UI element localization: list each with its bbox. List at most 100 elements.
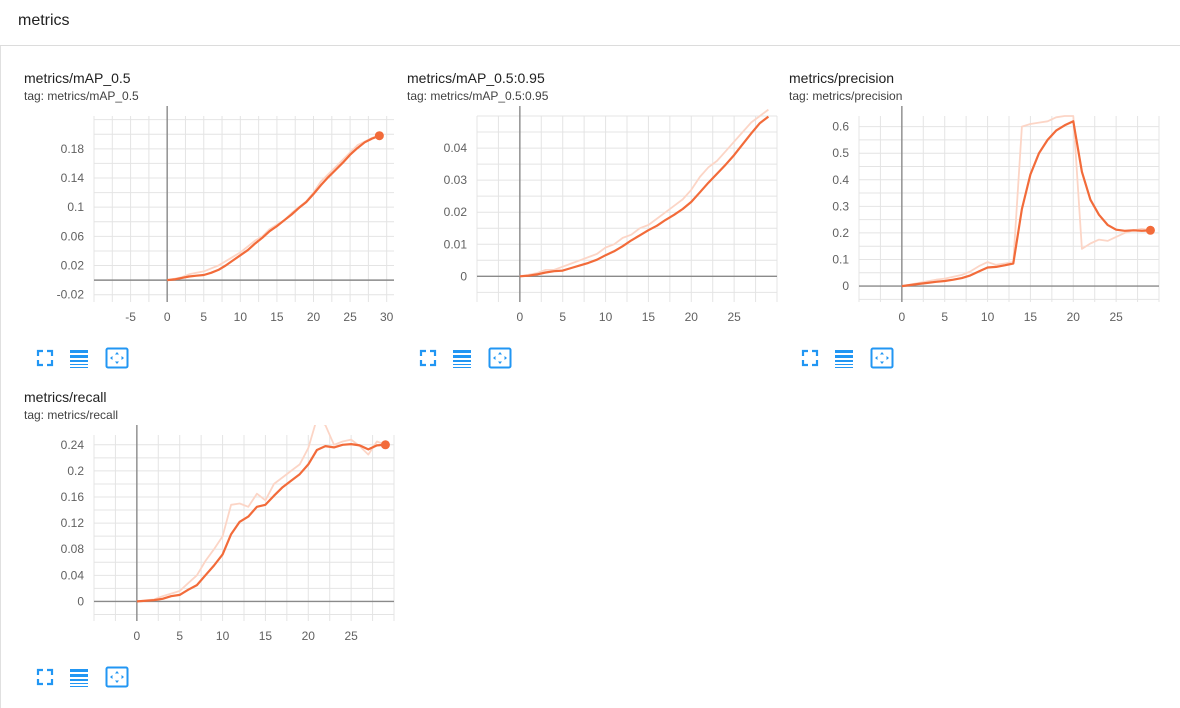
card-tag: tag: metrics/recall — [24, 408, 119, 422]
y-tick-label: 0.4 — [832, 173, 849, 187]
card-tag: tag: metrics/precision — [789, 89, 903, 103]
section-title: metrics — [18, 12, 70, 29]
smoothed-series-line — [519, 115, 770, 278]
x-tick-label: 20 — [1067, 310, 1081, 324]
smoothed-series-line — [167, 134, 380, 282]
chart-card-map-0-5: metrics/mAP_0.5 tag: metrics/mAP_0.5 -5 0… — [24, 70, 404, 380]
y-tick-label: 0.16 — [61, 490, 85, 504]
y-tick-label: 0 — [460, 269, 467, 283]
raw-series-line — [519, 108, 769, 278]
expand-icon — [419, 349, 437, 367]
log-scale-button[interactable] — [831, 346, 857, 370]
x-tick-label: 0 — [164, 310, 171, 324]
log-scale-icon — [835, 350, 853, 368]
y-tick-label: 0.1 — [67, 200, 84, 214]
line-chart[interactable]: 0 5 10 15 20 25 0 0.1 0.2 0.3 0.4 0.5 0.6 — [789, 106, 1161, 342]
y-tick-label: 0 — [842, 279, 849, 293]
raw-series-line — [136, 425, 386, 603]
last-point-marker — [1145, 225, 1155, 235]
fit-domain-icon — [105, 347, 129, 369]
smoothed-series-line — [901, 120, 1151, 288]
card-title: metrics/precision — [789, 70, 895, 86]
x-tick-label: 10 — [599, 310, 613, 324]
y-tick-label: 0.04 — [61, 568, 85, 582]
fit-domain-icon — [488, 347, 512, 369]
fit-domain-icon — [105, 666, 129, 688]
fit-domain-icon — [870, 347, 894, 369]
x-tick-label: 5 — [200, 310, 207, 324]
y-tick-label: -0.02 — [57, 288, 85, 302]
chart-card-map-0-5-0-95: metrics/mAP_0.5:0.95 tag: metrics/mAP_0.… — [407, 70, 787, 380]
x-tick-label: 10 — [234, 310, 248, 324]
card-title: metrics/mAP_0.5 — [24, 70, 131, 86]
last-point-marker — [374, 131, 384, 141]
card-title: metrics/mAP_0.5:0.95 — [407, 70, 545, 86]
section-body — [0, 46, 1180, 708]
y-tick-label: 0.02 — [444, 205, 468, 219]
log-scale-button[interactable] — [66, 665, 92, 689]
y-tick-label: 0.12 — [61, 516, 85, 530]
fit-domain-button[interactable] — [487, 346, 513, 370]
y-tick-label: 0.04 — [444, 141, 468, 155]
line-chart[interactable]: -5 0 5 10 15 20 25 30 -0.02 0.02 0.06 0.1 0.14 0.18 — [24, 106, 396, 342]
expand-button[interactable] — [32, 665, 58, 689]
y-tick-label: 0.14 — [61, 171, 85, 185]
x-tick-label: 15 — [259, 629, 273, 643]
x-tick-label: 0 — [899, 310, 906, 324]
x-tick-label: 0 — [134, 629, 141, 643]
x-tick-label: 15 — [642, 310, 656, 324]
x-tick-label: 25 — [1109, 310, 1123, 324]
x-tick-label: 5 — [559, 310, 566, 324]
x-tick-label: 5 — [941, 310, 948, 324]
x-tick-label: 15 — [1024, 310, 1038, 324]
chart-card-precision: metrics/precision tag: metrics/precision… — [789, 70, 1169, 380]
section-header[interactable]: metrics — [0, 0, 1180, 46]
x-tick-label: 20 — [685, 310, 699, 324]
expand-icon — [801, 349, 819, 367]
y-tick-label: 0.18 — [61, 142, 85, 156]
card-tag: tag: metrics/mAP_0.5:0.95 — [407, 89, 549, 103]
x-tick-label: 15 — [270, 310, 284, 324]
y-tick-label: 0.2 — [67, 464, 84, 478]
expand-button[interactable] — [415, 346, 441, 370]
y-tick-label: 0.01 — [444, 237, 468, 251]
x-tick-label: 10 — [216, 629, 230, 643]
x-tick-label: 0 — [517, 310, 524, 324]
y-tick-label: 0.2 — [832, 226, 849, 240]
log-scale-icon — [453, 350, 471, 368]
y-tick-label: 0.02 — [61, 259, 85, 273]
x-tick-label: 20 — [307, 310, 321, 324]
card-tag: tag: metrics/mAP_0.5 — [24, 89, 139, 103]
x-tick-label: -5 — [125, 310, 136, 324]
y-tick-label: 0.1 — [832, 252, 849, 266]
line-chart[interactable]: 0 5 10 15 20 25 0 0.04 0.08 0.12 0.16 0.2 0.24 — [24, 425, 396, 661]
fit-domain-button[interactable] — [869, 346, 895, 370]
log-scale-icon — [70, 350, 88, 368]
y-tick-label: 0.6 — [832, 120, 849, 134]
grid — [858, 116, 1160, 302]
line-chart[interactable]: 0 5 10 15 20 25 0 0.01 0.02 0.03 0.04 — [407, 106, 779, 342]
x-tick-label: 20 — [302, 629, 316, 643]
y-tick-label: 0.03 — [444, 173, 468, 187]
raw-series-line — [901, 115, 1151, 287]
card-title: metrics/recall — [24, 389, 107, 405]
x-tick-label: 10 — [981, 310, 995, 324]
log-scale-button[interactable] — [449, 346, 475, 370]
log-scale-button[interactable] — [66, 346, 92, 370]
x-tick-label: 25 — [344, 629, 358, 643]
chart-card-recall: metrics/recall tag: metrics/recall 0 5 10 1… — [24, 389, 404, 699]
x-tick-label: 30 — [380, 310, 394, 324]
fit-domain-button[interactable] — [104, 346, 130, 370]
expand-icon — [36, 668, 54, 686]
y-tick-label: 0.5 — [832, 146, 849, 160]
x-tick-label: 25 — [727, 310, 741, 324]
fit-domain-button[interactable] — [104, 665, 130, 689]
y-tick-label: 0.3 — [832, 199, 849, 213]
grid — [93, 116, 394, 302]
smoothed-series-line — [136, 443, 386, 603]
x-tick-label: 25 — [343, 310, 357, 324]
expand-icon — [36, 349, 54, 367]
expand-button[interactable] — [797, 346, 823, 370]
y-tick-label: 0.08 — [61, 542, 85, 556]
expand-button[interactable] — [32, 346, 58, 370]
